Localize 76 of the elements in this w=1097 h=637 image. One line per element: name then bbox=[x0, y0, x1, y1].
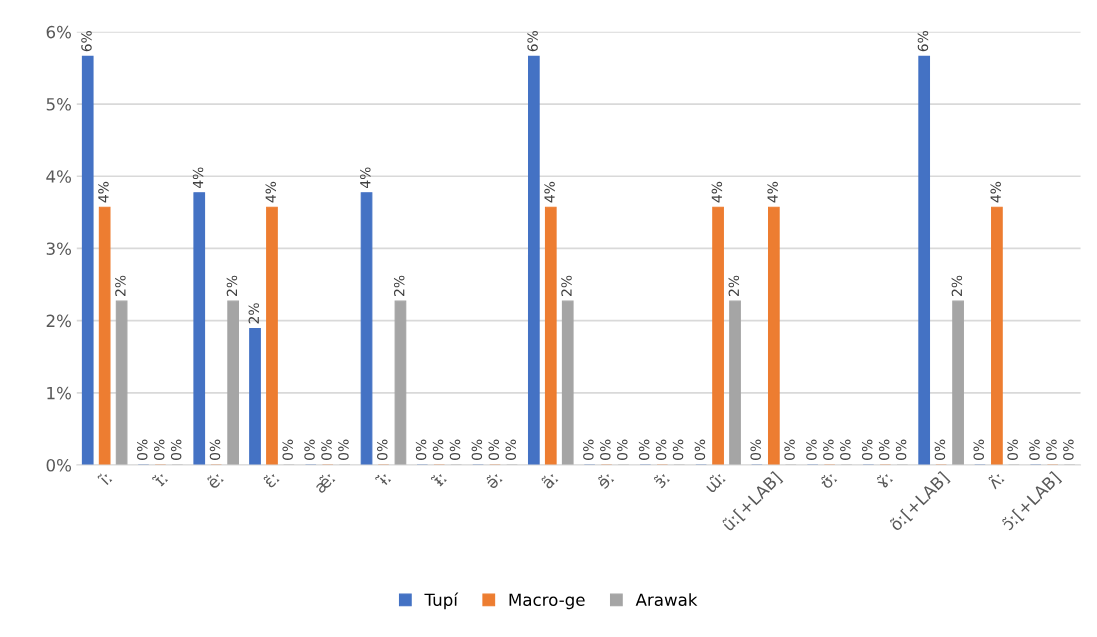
x-tick-label: ᵻ̃ː bbox=[430, 470, 447, 488]
data-label: 0% bbox=[449, 439, 461, 460]
x-tick-label: ĩː bbox=[96, 470, 113, 487]
data-label: 0% bbox=[694, 439, 706, 460]
legend-label: Arawak bbox=[635, 593, 698, 607]
data-label: 0% bbox=[600, 439, 611, 460]
data-label: 4% bbox=[711, 181, 723, 203]
data-label: 0% bbox=[1029, 439, 1040, 460]
x-tick-label: ɨ̃ː bbox=[374, 470, 392, 488]
y-tick-label: 6% bbox=[46, 25, 72, 39]
x-tick-label: ə̃ː bbox=[484, 470, 503, 490]
data-label: 0% bbox=[1046, 439, 1057, 460]
data-label: 0% bbox=[304, 439, 315, 460]
x-tick-label: ɛ̃ː bbox=[262, 470, 280, 489]
data-label: 2% bbox=[115, 275, 126, 296]
data-label: 0% bbox=[823, 439, 834, 460]
data-label: 0% bbox=[655, 439, 667, 460]
y-tick-label: 4% bbox=[46, 170, 72, 183]
data-label: 0% bbox=[1063, 439, 1074, 460]
data-label: 0% bbox=[153, 439, 165, 460]
data-label: 0% bbox=[895, 439, 907, 460]
y-tick-label: 2% bbox=[46, 314, 72, 328]
y-tick-label: 0% bbox=[46, 458, 72, 472]
y-tick-label: 3% bbox=[46, 242, 72, 255]
data-label: 0% bbox=[377, 439, 388, 460]
data-label: 0% bbox=[505, 439, 516, 460]
data-label: 2% bbox=[561, 275, 572, 296]
data-label: 4% bbox=[265, 181, 276, 203]
legend-label: Tupí bbox=[424, 592, 459, 610]
data-label: 0% bbox=[321, 439, 332, 460]
data-label: 2% bbox=[248, 303, 260, 324]
data-label: 4% bbox=[990, 181, 1001, 203]
data-label: 2% bbox=[226, 275, 238, 296]
data-label: 2% bbox=[728, 275, 740, 296]
data-label: 0% bbox=[282, 439, 293, 460]
data-label: 0% bbox=[806, 439, 817, 460]
data-label: 0% bbox=[432, 439, 444, 460]
x-tick-label: ẽː bbox=[205, 470, 225, 490]
data-label: 6% bbox=[527, 30, 538, 52]
data-label: 0% bbox=[583, 439, 594, 460]
y-tick-label: 5% bbox=[46, 98, 72, 111]
data-label: 0% bbox=[934, 439, 946, 460]
data-label: 2% bbox=[951, 275, 963, 296]
data-label: 0% bbox=[471, 439, 483, 460]
data-label: 6% bbox=[81, 30, 92, 52]
data-label: 4% bbox=[98, 181, 109, 203]
x-tick-label: æ̃ː bbox=[312, 470, 336, 494]
data-label: 4% bbox=[360, 167, 371, 188]
data-label: 0% bbox=[784, 439, 795, 460]
data-label: 0% bbox=[1007, 439, 1018, 460]
data-label: 0% bbox=[840, 439, 851, 460]
data-label: 4% bbox=[544, 181, 555, 203]
data-label: 0% bbox=[638, 439, 650, 460]
y-tick-label: 1% bbox=[47, 386, 72, 400]
data-label: 0% bbox=[973, 439, 984, 460]
data-label: 0% bbox=[617, 439, 628, 460]
data-label: 0% bbox=[672, 439, 684, 460]
x-tick-label: ʊ̃ː bbox=[818, 470, 838, 490]
x-tick-label: ɪ̃ː bbox=[151, 470, 169, 488]
data-label: 0% bbox=[170, 439, 182, 460]
x-tick-label: ɜ̃ː bbox=[652, 470, 671, 489]
data-label: 2% bbox=[393, 275, 405, 296]
data-label: 4% bbox=[192, 167, 204, 188]
data-label: 0% bbox=[750, 439, 761, 460]
data-label: 0% bbox=[488, 439, 500, 460]
x-tick-label: ãː bbox=[540, 470, 559, 490]
data-label: 0% bbox=[878, 439, 890, 460]
data-label: 4% bbox=[767, 181, 778, 203]
data-label: 0% bbox=[415, 439, 427, 460]
data-label: 6% bbox=[917, 30, 929, 52]
legend-label: Macro-ge bbox=[509, 593, 585, 610]
data-label: 0% bbox=[137, 439, 148, 460]
data-label: 0% bbox=[338, 439, 349, 460]
data-label: 0% bbox=[861, 439, 873, 460]
x-tick-label: ɘ̃ː bbox=[595, 470, 615, 490]
data-label: 0% bbox=[209, 439, 221, 460]
